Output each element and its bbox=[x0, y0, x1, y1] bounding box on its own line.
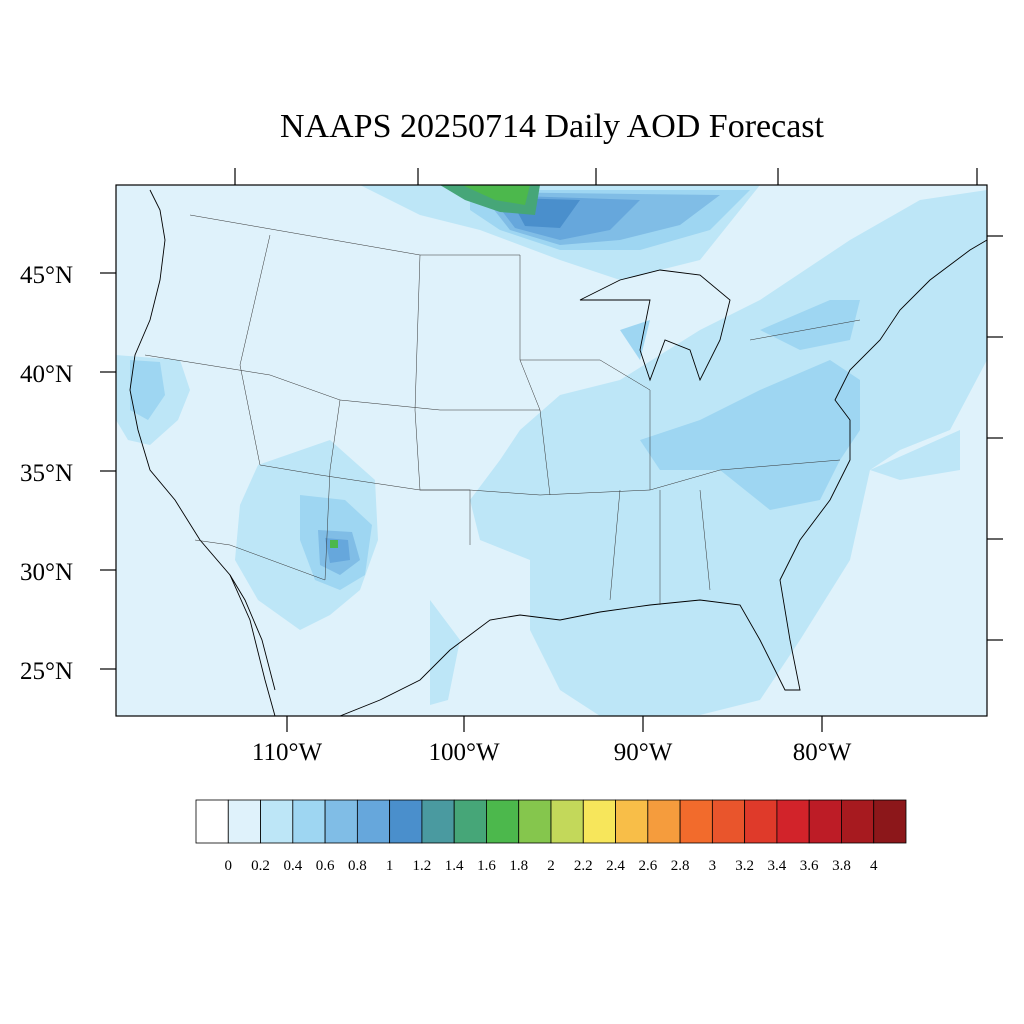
colorbar-label: 2.2 bbox=[574, 858, 593, 874]
colorbar-swatch bbox=[518, 799, 552, 844]
colorbar-swatch bbox=[744, 799, 778, 844]
colorbar-swatch bbox=[389, 799, 423, 844]
colorbar-label: 1.4 bbox=[445, 858, 464, 874]
lon-label-80: 80°W bbox=[793, 739, 852, 766]
state-borders bbox=[144, 214, 861, 605]
colorbar-swatch bbox=[486, 799, 520, 844]
colorbar-label: 3.6 bbox=[800, 858, 819, 874]
colorbar-label: 2.6 bbox=[638, 858, 657, 874]
colorbar-label: 2 bbox=[547, 858, 555, 874]
lat-label-40: 40°N bbox=[20, 361, 73, 388]
colorbar-label: 2.8 bbox=[671, 858, 690, 874]
colorbar: 0 0.2 0.4 0.6 0.8 1 1.2 1.4 1.6 1.8 2 2.2 2.4 2.6 2.8 3… bbox=[195, 799, 907, 874]
colorbar-label: 0.4 bbox=[283, 858, 302, 874]
colorbar-swatch bbox=[292, 799, 326, 844]
colorbar-label: 3.4 bbox=[768, 858, 787, 874]
colorbar-label: 1.2 bbox=[413, 858, 432, 874]
colorbar-swatch bbox=[841, 799, 875, 844]
colorbar-swatch bbox=[324, 799, 358, 844]
colorbar-label: 0 bbox=[225, 858, 233, 874]
colorbar-swatch bbox=[453, 799, 487, 844]
colorbar-swatch bbox=[679, 799, 713, 844]
colorbar-label: 4 bbox=[870, 858, 878, 874]
lon-label-90: 90°W bbox=[614, 739, 673, 766]
coastlines bbox=[129, 189, 987, 716]
colorbar-label: 2.4 bbox=[606, 858, 625, 874]
lon-label-110: 110°W bbox=[252, 739, 323, 766]
lat-label-30: 30°N bbox=[20, 559, 73, 586]
colorbar-swatch bbox=[873, 799, 907, 844]
colorbar-swatch bbox=[808, 799, 842, 844]
chart-title: NAAPS 20250714 Daily AOD Forecast bbox=[280, 108, 824, 145]
colorbar-swatch bbox=[550, 799, 584, 844]
lon-label-100: 100°W bbox=[428, 739, 499, 766]
colorbar-label: 0.6 bbox=[316, 858, 335, 874]
colorbar-label: 3 bbox=[709, 858, 717, 874]
colorbar-swatch bbox=[776, 799, 810, 844]
colorbar-swatch bbox=[582, 799, 616, 844]
colorbar-label: 3.2 bbox=[735, 858, 754, 874]
lat-label-35: 35°N bbox=[20, 460, 73, 487]
aod-fields bbox=[116, 185, 987, 716]
colorbar-swatch bbox=[711, 799, 746, 844]
colorbar-label: 1.8 bbox=[509, 858, 528, 874]
map-frame bbox=[115, 184, 988, 717]
colorbar-label: 1 bbox=[386, 858, 394, 874]
colorbar-label: 0.8 bbox=[348, 858, 367, 874]
colorbar-swatch bbox=[356, 799, 391, 844]
axis-ticks bbox=[100, 168, 1003, 732]
colorbar-label: 1.6 bbox=[477, 858, 496, 874]
colorbar-label: 0.2 bbox=[251, 858, 270, 874]
aod-level-1.6 bbox=[330, 185, 530, 548]
colorbar-swatch bbox=[421, 799, 455, 844]
lat-label-25: 25°N bbox=[20, 658, 73, 685]
colorbar-label: 3.8 bbox=[832, 858, 851, 874]
lat-label-45: 45°N bbox=[20, 262, 73, 289]
colorbar-swatch bbox=[227, 799, 261, 844]
colorbar-swatch bbox=[615, 799, 649, 844]
colorbar-swatch bbox=[647, 799, 681, 844]
colorbar-swatch bbox=[260, 799, 294, 844]
colorbar-swatch bbox=[195, 799, 229, 844]
